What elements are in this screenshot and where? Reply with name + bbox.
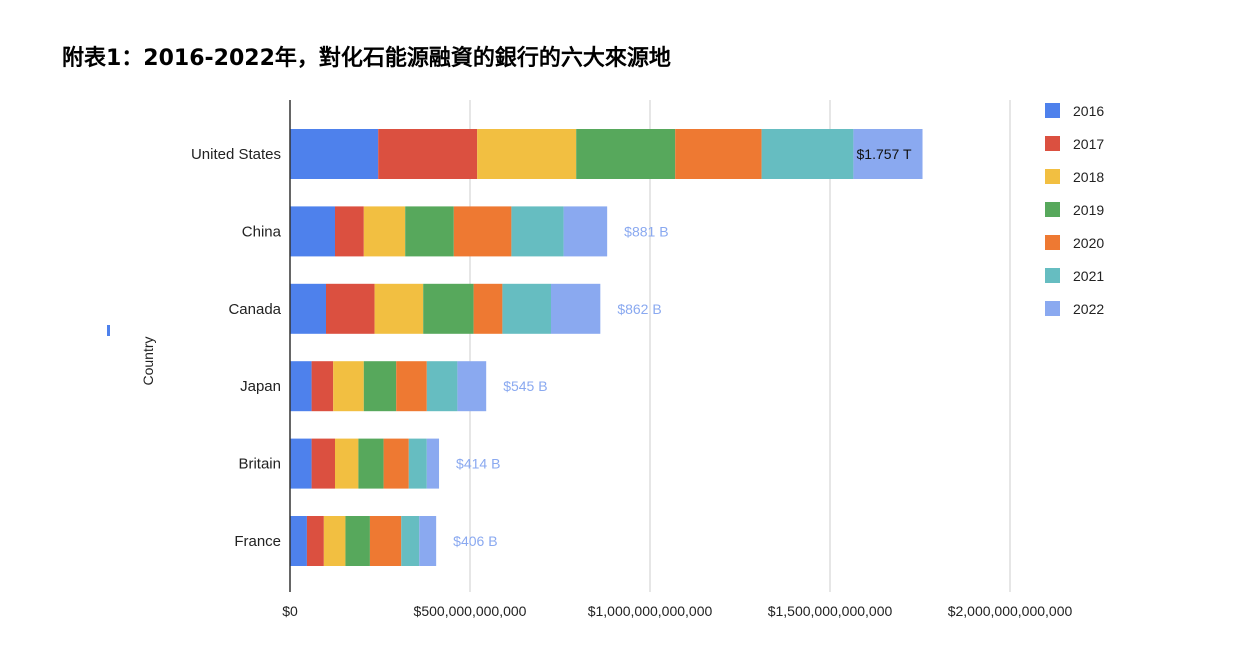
category-label: United States (191, 146, 281, 163)
legend-swatch-2017 (1045, 136, 1060, 151)
legend-label: 2020 (1073, 235, 1104, 251)
legend-swatch-2018 (1045, 169, 1060, 184)
total-label: $862 B (617, 301, 661, 317)
category-label: France (234, 533, 281, 550)
x-tick-label: $500,000,000,000 (414, 603, 527, 619)
legend-swatch-2021 (1045, 268, 1060, 283)
legend-swatch-2022 (1045, 301, 1060, 316)
bar-segment-2018 (335, 438, 359, 489)
bar-segment-2022 (419, 516, 437, 566)
bar-segment-2016 (290, 283, 326, 334)
bar-segment-2018 (374, 283, 424, 334)
bar-segment-2016 (290, 516, 307, 566)
bar-segment-2022 (457, 361, 487, 412)
legend-swatch-2016 (1045, 103, 1060, 118)
bar-segment-2019 (405, 206, 454, 257)
bar-segment-2018 (477, 129, 577, 179)
legend-label: 2016 (1073, 103, 1104, 119)
legend: 2016 2017 2018 2019 2020 2021 2022 (1045, 103, 1104, 317)
bar-segment-2019 (345, 516, 370, 566)
bar-segment-2021 (426, 361, 458, 412)
legend-label: 2017 (1073, 136, 1104, 152)
total-label: $1.757 T (857, 146, 912, 162)
category-label: China (242, 223, 282, 240)
total-label: $406 B (453, 533, 497, 549)
bar-segment-2019 (423, 283, 474, 334)
category-label: Britain (238, 456, 281, 473)
bar-segment-2019 (576, 129, 676, 179)
bar-segment-2019 (363, 361, 397, 412)
gridlines (469, 100, 1011, 592)
y-axis-title: Country (140, 336, 156, 385)
bar-segment-2020 (453, 206, 512, 257)
legend-label: 2019 (1073, 202, 1104, 218)
bar-segment-2017 (335, 206, 364, 257)
bar-segment-2017 (311, 361, 334, 412)
bar-segment-2021 (502, 283, 551, 334)
category-label: Japan (240, 378, 281, 395)
bar-segment-2022 (426, 438, 440, 489)
chart-title: 附表1：2016-2022年，對化石能源融資的銀行的六大來源地 (62, 46, 671, 71)
bar-segment-2016 (290, 206, 335, 257)
bar-segment-2017 (311, 438, 335, 489)
bar-segment-2018 (323, 516, 346, 566)
legend-swatch-2019 (1045, 202, 1060, 217)
total-label: $881 B (624, 223, 668, 239)
x-tick-labels: $0 $500,000,000,000 $1,000,000,000,000 $1,5… (282, 603, 1072, 619)
bar-segment-2020 (675, 129, 762, 179)
total-label: $414 B (456, 456, 500, 472)
legend-label: 2018 (1073, 169, 1104, 185)
bar-segment-2021 (401, 516, 420, 566)
bar-segment-2022 (563, 206, 608, 257)
category-labels: United States China Canada Japan Britain Fran… (191, 146, 282, 550)
legend-label: 2021 (1073, 268, 1104, 284)
category-label: Canada (228, 301, 281, 318)
total-label: $545 B (503, 378, 547, 394)
bar-segment-2020 (396, 361, 427, 412)
bar-segment-2022 (551, 283, 601, 334)
x-tick-label: $0 (282, 603, 298, 619)
total-labels: $1.757 T $881 B $862 B $545 B $414 B $406 B (453, 146, 912, 549)
bar-segment-2019 (358, 438, 384, 489)
x-tick-label: $1,500,000,000,000 (768, 603, 893, 619)
bar-segment-2016 (290, 129, 379, 179)
bars-group (290, 129, 923, 566)
legend-swatch-2020 (1045, 235, 1060, 250)
bar-segment-2016 (290, 361, 312, 412)
bar-segment-2020 (473, 283, 503, 334)
bar-segment-2017 (306, 516, 324, 566)
x-tick-label: $1,000,000,000,000 (588, 603, 713, 619)
bar-segment-2021 (761, 129, 854, 179)
bar-segment-2022 (853, 129, 923, 179)
bar-segment-2020 (369, 516, 402, 566)
bar-segment-2018 (363, 206, 406, 257)
bar-segment-2017 (326, 283, 375, 334)
x-tick-label: $2,000,000,000,000 (948, 603, 1073, 619)
bar-segment-2016 (290, 438, 312, 489)
bar-segment-2020 (383, 438, 409, 489)
legend-label: 2022 (1073, 301, 1104, 317)
axis-title-marker (107, 325, 110, 336)
bar-segment-2017 (378, 129, 478, 179)
bar-segment-2021 (511, 206, 564, 257)
bar-segment-2018 (333, 361, 364, 412)
bar-segment-2021 (408, 438, 427, 489)
